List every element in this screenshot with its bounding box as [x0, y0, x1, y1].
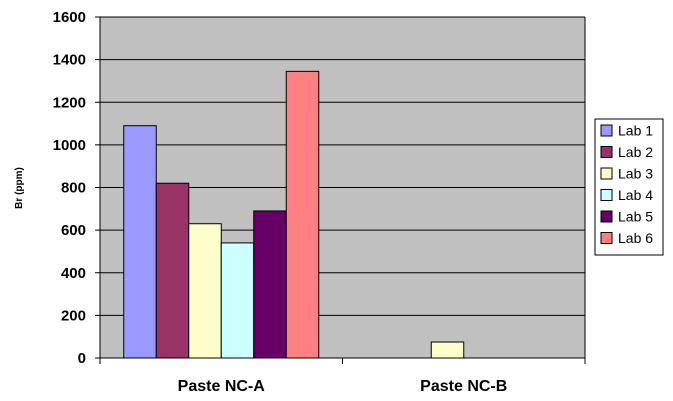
axes — [95, 16, 586, 364]
legend-swatch — [600, 124, 613, 137]
legend-swatch — [600, 232, 613, 244]
y-tick-label: 0 — [78, 350, 86, 367]
bar-lab-5-1 — [253, 210, 287, 359]
y-axis-label: Br (ppm) — [14, 167, 25, 209]
y-tick-labels: 0 200 400 600 800 1000 1200 1400 1600 — [53, 9, 86, 367]
legend-label: Lab 5 — [618, 209, 653, 225]
y-tick-label: 400 — [61, 265, 86, 282]
bar-lab-4-1 — [220, 242, 255, 359]
legend-swatch — [600, 167, 613, 180]
legend-swatch — [600, 189, 613, 201]
legend-label: Lab 4 — [618, 187, 653, 203]
x-category-label: Paste NC-B — [420, 378, 507, 395]
bar-lab-6-1 — [285, 70, 320, 359]
legend: Lab 1 Lab 2 Lab 3 Lab 4 Lab 5 Lab 6 — [594, 118, 664, 256]
y-tick-label: 1000 — [53, 137, 86, 154]
y-tick-label: 600 — [61, 222, 86, 239]
legend-label: Lab 1 — [618, 123, 653, 139]
y-tick-label: 200 — [61, 307, 86, 324]
y-tick-label: 1400 — [53, 52, 86, 69]
bars — [123, 70, 465, 359]
bar-lab-3-2 — [430, 341, 465, 359]
legend-label: Lab 2 — [618, 144, 653, 160]
y-tick-label: 1600 — [53, 9, 86, 26]
legend-swatch — [600, 210, 613, 223]
x-category-labels: Paste NC-A Paste NC-B — [178, 378, 508, 395]
legend-label: Lab 3 — [618, 166, 653, 182]
x-category-label: Paste NC-A — [178, 378, 266, 395]
y-tick-label: 1200 — [53, 94, 86, 111]
bar-lab-2-1 — [155, 182, 190, 359]
legend-swatch — [600, 146, 613, 158]
legend-label: Lab 6 — [618, 230, 653, 246]
y-tick-label: 800 — [61, 180, 86, 197]
bar-lab-3-1 — [188, 223, 222, 359]
bar-lab-1-1 — [123, 125, 157, 359]
